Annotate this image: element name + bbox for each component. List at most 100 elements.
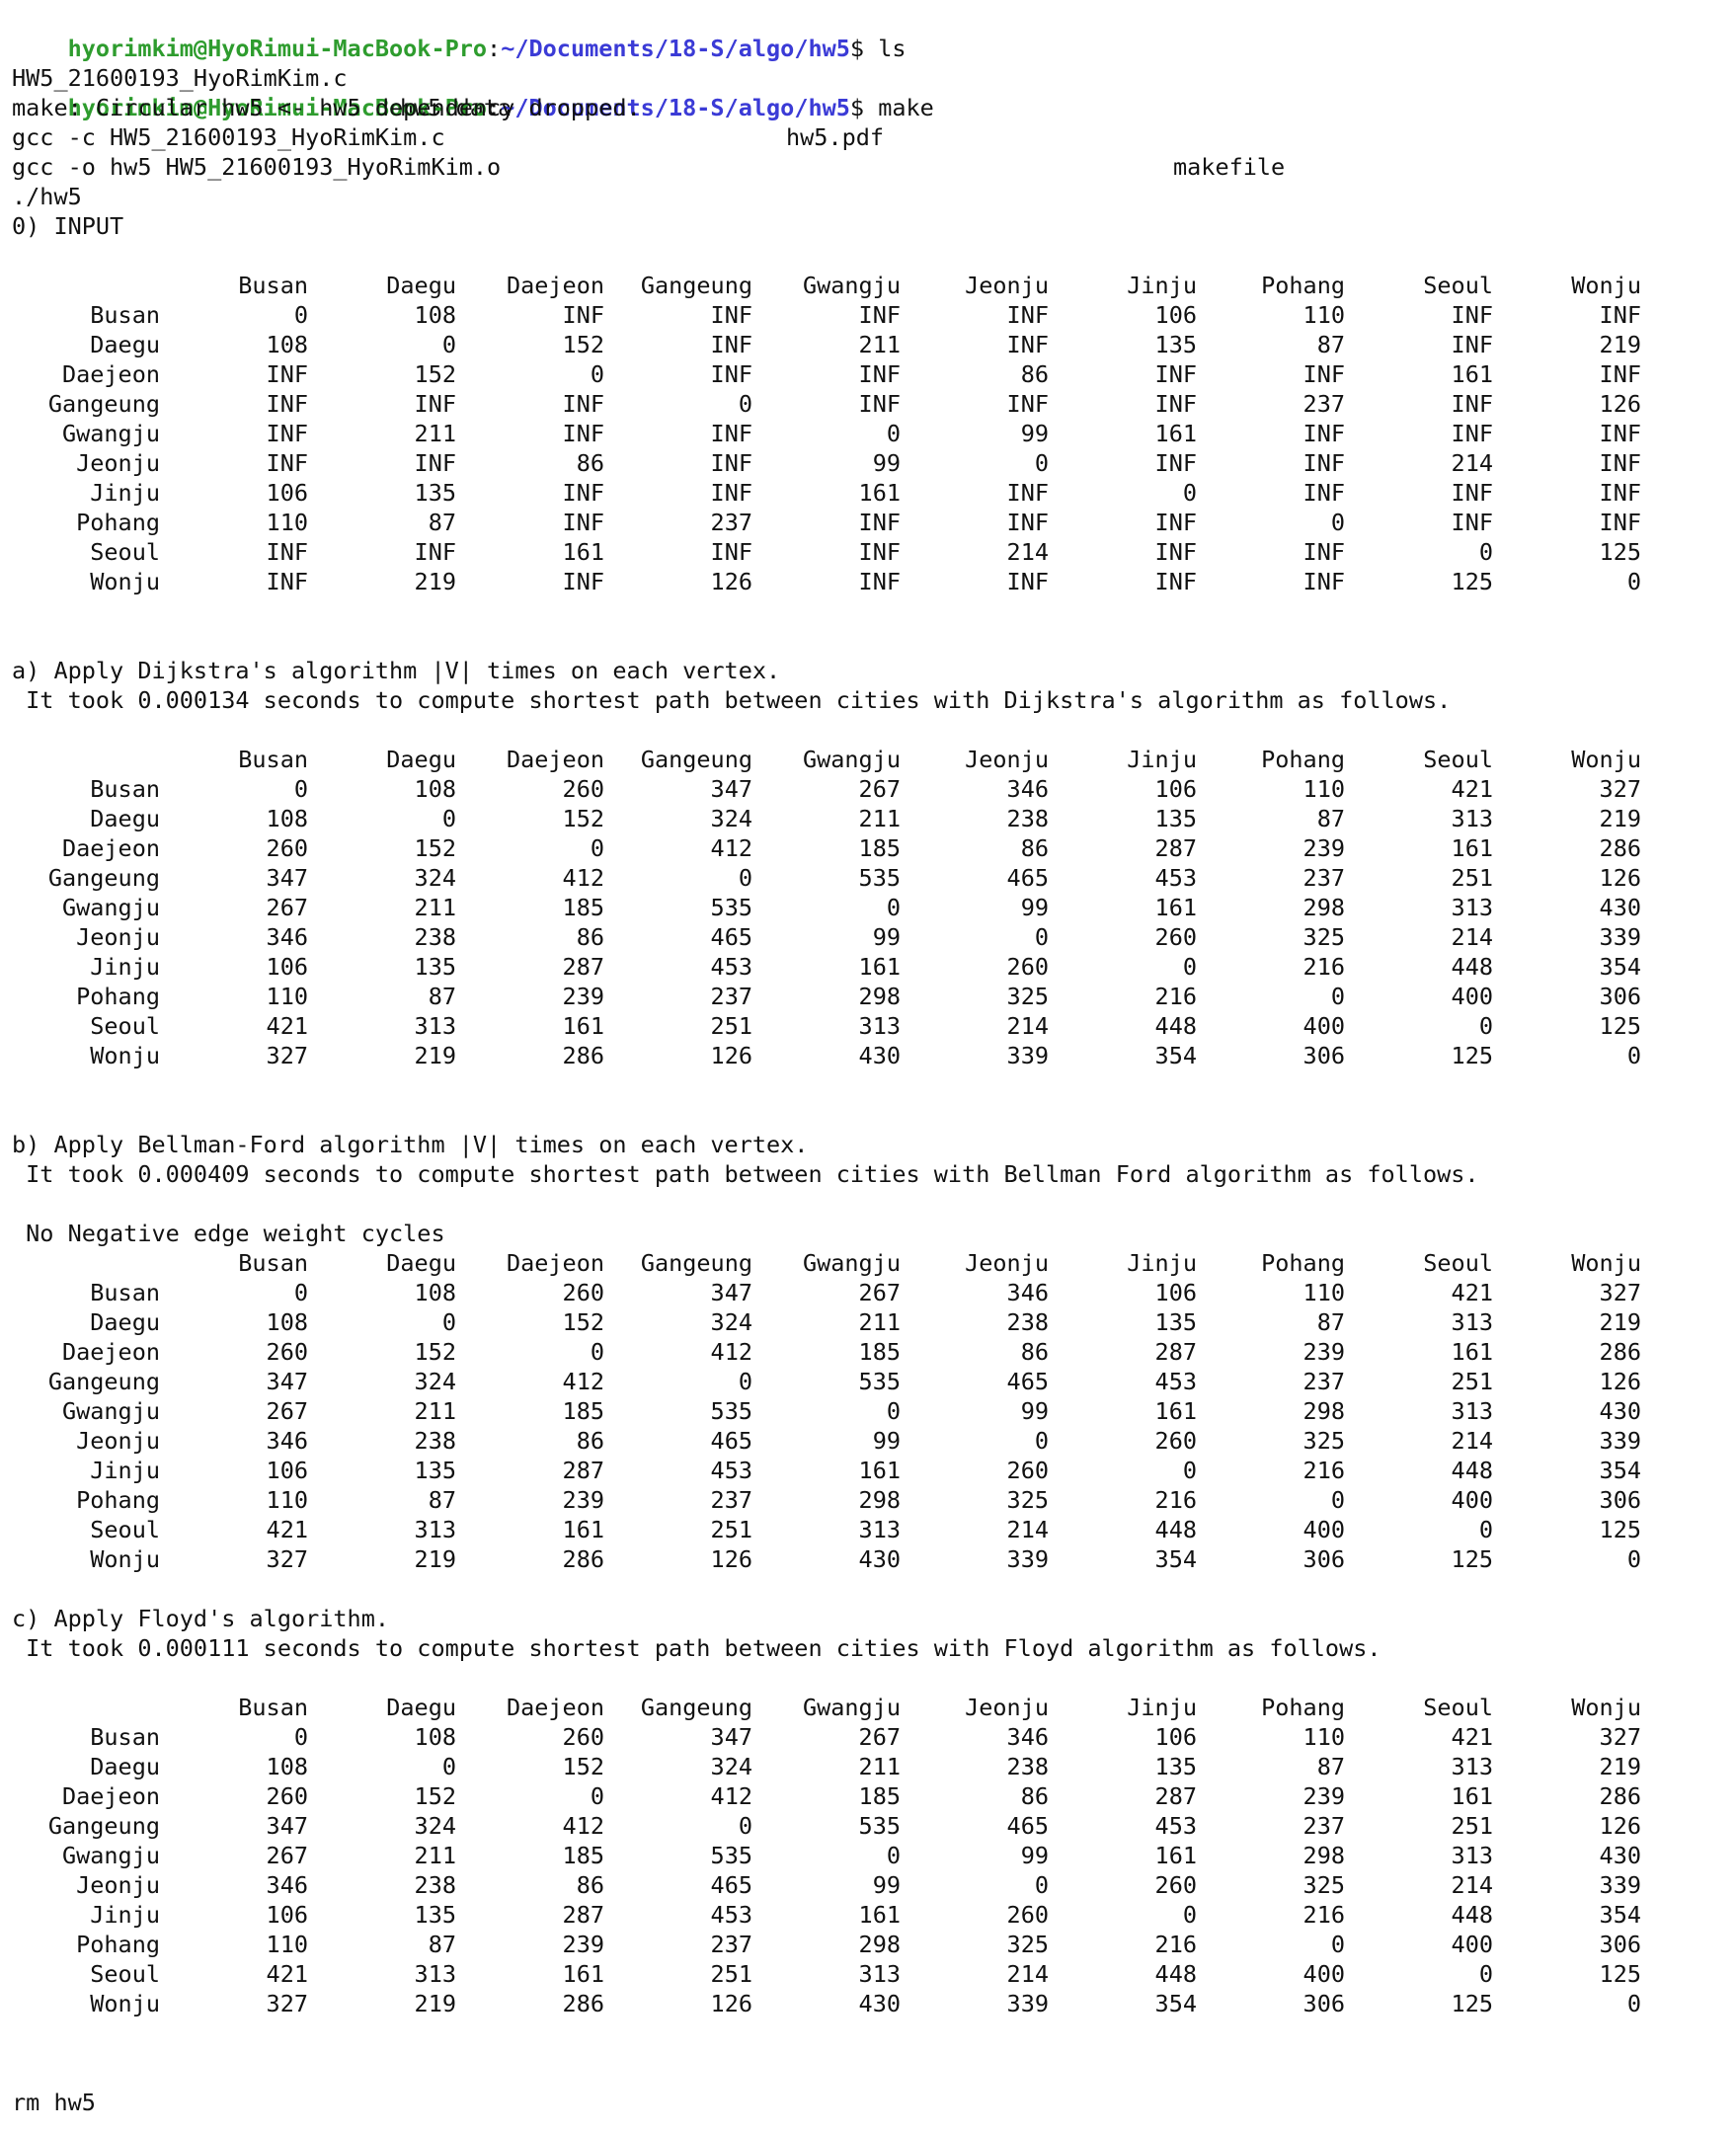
matrix-cell: 339 bbox=[1599, 923, 1641, 951]
matrix-cell: 0 bbox=[1478, 1516, 1493, 1543]
matrix-cell: 412 bbox=[710, 834, 752, 862]
matrix-cell: 238 bbox=[414, 923, 456, 951]
matrix-cell: INF bbox=[266, 390, 308, 418]
matrix-cell: 313 bbox=[1451, 1397, 1493, 1425]
matrix-cell: 125 bbox=[1451, 1545, 1493, 1573]
matrix-cell: INF bbox=[1006, 301, 1049, 329]
final-command: rm hw5 bbox=[12, 2089, 96, 2116]
column-header: Daegu bbox=[386, 746, 456, 773]
matrix-cell: 0 bbox=[1626, 1545, 1641, 1573]
matrix-cell: 298 bbox=[858, 1931, 901, 1958]
matrix-cell: 313 bbox=[414, 1516, 456, 1543]
row-label: Pohang bbox=[76, 509, 160, 536]
make-output-line: make: Circular hw5 <- hw5 dependency dro… bbox=[12, 94, 641, 121]
matrix-cell: 0 bbox=[293, 1723, 308, 1751]
matrix-cell: 211 bbox=[414, 894, 456, 921]
file-entry: hw5.data bbox=[400, 94, 513, 121]
row-label: Pohang bbox=[76, 983, 160, 1010]
matrix-cell: 237 bbox=[710, 1486, 752, 1514]
matrix-cell: 87 bbox=[1316, 805, 1345, 832]
matrix-cell: INF bbox=[1302, 449, 1345, 477]
matrix-cell: 185 bbox=[562, 1842, 604, 1869]
matrix-cell: 400 bbox=[1451, 1931, 1493, 1958]
matrix-cell: 106 bbox=[266, 1901, 308, 1929]
matrix-cell: 286 bbox=[562, 1042, 604, 1069]
row-label: Daegu bbox=[90, 805, 160, 832]
matrix-cell: 219 bbox=[1599, 1308, 1641, 1336]
matrix-cell: 325 bbox=[1302, 1871, 1345, 1899]
matrix-cell: 346 bbox=[1006, 1279, 1049, 1306]
matrix-cell: INF bbox=[562, 568, 604, 595]
matrix-cell: 238 bbox=[414, 1871, 456, 1899]
matrix-cell: 161 bbox=[562, 1012, 604, 1040]
matrix-cell: 237 bbox=[710, 509, 752, 536]
column-header: Seoul bbox=[1423, 746, 1493, 773]
matrix-cell: 306 bbox=[1302, 1990, 1345, 2017]
matrix-cell: INF bbox=[1154, 538, 1197, 566]
matrix-cell: 313 bbox=[1451, 1753, 1493, 1780]
dijkstra-heading: a) Apply Dijkstra's algorithm |V| times … bbox=[12, 657, 781, 684]
row-label: Gwangju bbox=[61, 1842, 160, 1869]
matrix-cell: 161 bbox=[1154, 894, 1197, 921]
matrix-cell: 267 bbox=[266, 894, 308, 921]
matrix-cell: 0 bbox=[1182, 1901, 1197, 1929]
input-row: Daegu 108 0 152 INF 211 INF 135 87 INF 219 bbox=[0, 330, 1736, 359]
matrix-cell: 125 bbox=[1599, 1960, 1641, 1988]
matrix-cell: 465 bbox=[1006, 864, 1049, 892]
matrix-cell: 251 bbox=[710, 1516, 752, 1543]
matrix-cell: 237 bbox=[710, 1931, 752, 1958]
matrix-cell: INF bbox=[562, 479, 604, 507]
column-header: Wonju bbox=[1571, 272, 1641, 299]
matrix-cell: 0 bbox=[1330, 509, 1345, 536]
matrix-cell: 260 bbox=[562, 775, 604, 803]
column-header: Daejeon bbox=[506, 1694, 604, 1721]
row-label: Jeonju bbox=[76, 923, 160, 951]
column-header: Seoul bbox=[1423, 1694, 1493, 1721]
matrix-cell: INF bbox=[1599, 449, 1641, 477]
matrix-cell: 161 bbox=[858, 1457, 901, 1484]
file-entry: makefile bbox=[1173, 153, 1286, 181]
matrix-cell: INF bbox=[710, 301, 752, 329]
command-text: ls bbox=[878, 35, 907, 62]
column-header: Daegu bbox=[386, 272, 456, 299]
matrix-cell: INF bbox=[1006, 331, 1049, 358]
matrix-cell: 535 bbox=[710, 894, 752, 921]
matrix-cell: 185 bbox=[562, 894, 604, 921]
floyd-row: Gangeung 347 324 412 0 535 465 453 237 251 126 bbox=[0, 1811, 1736, 1841]
matrix-cell: 0 bbox=[1034, 923, 1049, 951]
floyd-row: Busan 0 108 260 347 267 346 106 110 421 327 bbox=[0, 1722, 1736, 1752]
matrix-cell: 237 bbox=[1302, 390, 1345, 418]
dijkstra-row: Daejeon 260 152 0 412 185 86 287 239 161 286 bbox=[0, 833, 1736, 863]
matrix-cell: 211 bbox=[858, 805, 901, 832]
matrix-cell: INF bbox=[710, 538, 752, 566]
row-label: Seoul bbox=[90, 538, 160, 566]
matrix-cell: 453 bbox=[1154, 1812, 1197, 1840]
matrix-cell: 238 bbox=[1006, 1308, 1049, 1336]
matrix-cell: 327 bbox=[266, 1042, 308, 1069]
matrix-cell: 161 bbox=[858, 479, 901, 507]
matrix-cell: 219 bbox=[414, 1042, 456, 1069]
matrix-cell: 306 bbox=[1599, 983, 1641, 1010]
matrix-cell: 0 bbox=[886, 420, 901, 447]
matrix-cell: 339 bbox=[1006, 1545, 1049, 1573]
matrix-cell: 306 bbox=[1599, 1931, 1641, 1958]
row-label: Pohang bbox=[76, 1931, 160, 1958]
matrix-cell: 152 bbox=[562, 1308, 604, 1336]
matrix-cell: 347 bbox=[710, 1723, 752, 1751]
matrix-cell: 465 bbox=[1006, 1812, 1049, 1840]
matrix-cell: 354 bbox=[1154, 1042, 1197, 1069]
matrix-cell: 161 bbox=[1451, 834, 1493, 862]
matrix-cell: 267 bbox=[266, 1842, 308, 1869]
column-header: Daejeon bbox=[506, 746, 604, 773]
matrix-cell: 239 bbox=[562, 1486, 604, 1514]
prompt-separator: : bbox=[487, 94, 502, 121]
matrix-cell: 135 bbox=[414, 1457, 456, 1484]
matrix-cell: 0 bbox=[293, 301, 308, 329]
matrix-cell: 327 bbox=[1599, 775, 1641, 803]
column-header: Pohang bbox=[1261, 1694, 1345, 1721]
matrix-cell: 251 bbox=[710, 1012, 752, 1040]
column-header: Wonju bbox=[1571, 1694, 1641, 1721]
matrix-cell: 216 bbox=[1302, 1457, 1345, 1484]
matrix-cell: 110 bbox=[266, 1931, 308, 1958]
